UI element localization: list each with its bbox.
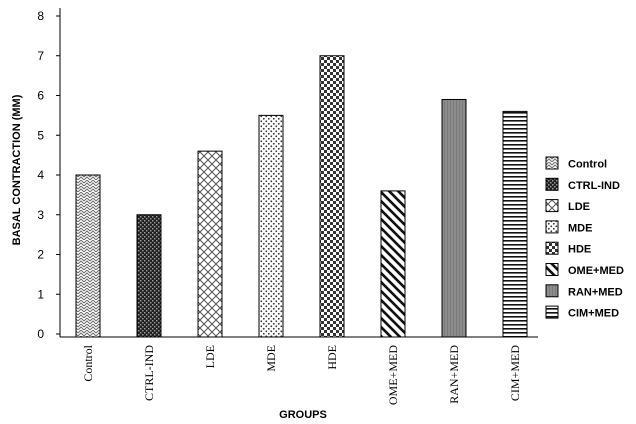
- legend-label: CTRL-IND: [568, 180, 620, 192]
- x-tick-label: MDE: [264, 345, 278, 372]
- legend-swatch: [545, 241, 559, 255]
- y-tick-label: 3: [37, 208, 44, 222]
- y-tick-label: 2: [37, 248, 44, 262]
- bar-control: [75, 174, 101, 338]
- bar-hde: [319, 55, 345, 338]
- plot-area: 0 1 2 3 4 5 6 7 8 Control CTRL-IND LDE MDE HDE OME+ME…: [37, 8, 538, 405]
- legend-swatch: [545, 305, 559, 319]
- y-tick-label: 1: [37, 287, 44, 301]
- y-axis-title: BASAL CONTRACTION (MM): [11, 94, 23, 245]
- x-axis-title: GROUPS: [279, 409, 327, 421]
- y-tick-label: 7: [37, 49, 44, 63]
- bar-cim-med: [502, 110, 528, 338]
- legend-swatch: [545, 199, 559, 213]
- x-tick-label: RAN+MED: [447, 345, 461, 404]
- bar-ran-med: [441, 98, 467, 338]
- bars: [75, 55, 528, 338]
- y-tick-label: 4: [37, 168, 44, 182]
- y-tick-label: 5: [37, 128, 44, 142]
- legend-label: MDE: [568, 222, 592, 234]
- legend-swatch: [545, 156, 559, 170]
- legend-swatch: [545, 177, 559, 191]
- y-tick-label: 6: [37, 89, 44, 103]
- legend-label: CIM+MED: [568, 308, 619, 320]
- bar-ome-med: [380, 190, 406, 338]
- bar-ctrl-ind: [136, 214, 162, 338]
- bar-mde: [258, 114, 284, 338]
- x-tick-label: CTRL-IND: [142, 345, 156, 401]
- legend-swatch: [545, 284, 559, 298]
- legend-label: HDE: [568, 244, 591, 256]
- x-tick-label: HDE: [325, 345, 339, 370]
- x-ticks: Control CTRL-IND LDE MDE HDE OME+MED RAN+MED CI…: [81, 344, 522, 405]
- x-tick-label: LDE: [203, 345, 217, 368]
- x-tick-label: Control: [81, 344, 95, 381]
- legend-swatch: [545, 220, 559, 234]
- legend-swatch: [545, 263, 559, 276]
- legend: Control CTRL-IND LDE MDE HDE OME+MED RAN+MED CI…: [545, 156, 624, 320]
- y-ticks: 0 1 2 3 4 5 6 7 8: [37, 9, 60, 341]
- bar-lde: [197, 150, 223, 338]
- y-tick-label: 8: [37, 9, 44, 23]
- legend-label: OME+MED: [568, 265, 624, 277]
- legend-label: RAN+MED: [568, 286, 623, 298]
- y-tick-label: 0: [37, 327, 44, 341]
- x-tick-label: CIM+MED: [508, 345, 522, 401]
- x-tick-label: OME+MED: [386, 345, 400, 405]
- legend-label: LDE: [568, 201, 590, 213]
- legend-label: Control: [568, 159, 607, 171]
